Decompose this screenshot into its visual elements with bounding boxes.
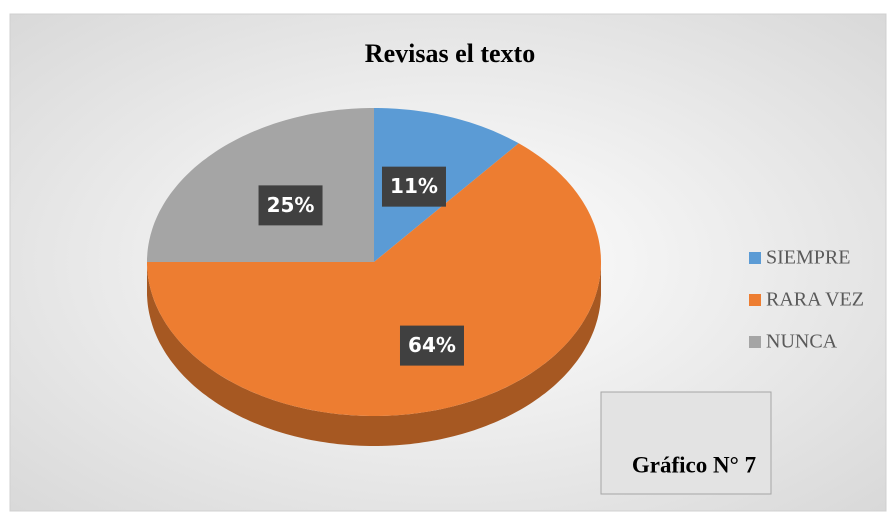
data-label: 64% — [408, 333, 456, 357]
legend-swatch — [749, 294, 761, 306]
pie-slice — [147, 143, 601, 417]
annotation: Gráfico N° 7 — [632, 452, 756, 477]
legend-swatch — [749, 336, 761, 348]
pie-slice — [374, 108, 519, 262]
legend-label: RARA VEZ — [766, 289, 864, 311]
pie-side — [147, 262, 601, 446]
annotation-box — [600, 391, 772, 495]
data-label: 25% — [267, 193, 315, 217]
legend-swatch — [749, 252, 761, 264]
legend-label: NUNCA — [766, 331, 838, 353]
data-label-box — [399, 325, 464, 366]
chart-title: Revisas el texto — [365, 39, 535, 68]
data-label-box — [381, 166, 446, 207]
data-label: 11% — [390, 174, 438, 198]
data-label-box — [258, 185, 323, 226]
legend-label: SIEMPRE — [766, 247, 850, 269]
